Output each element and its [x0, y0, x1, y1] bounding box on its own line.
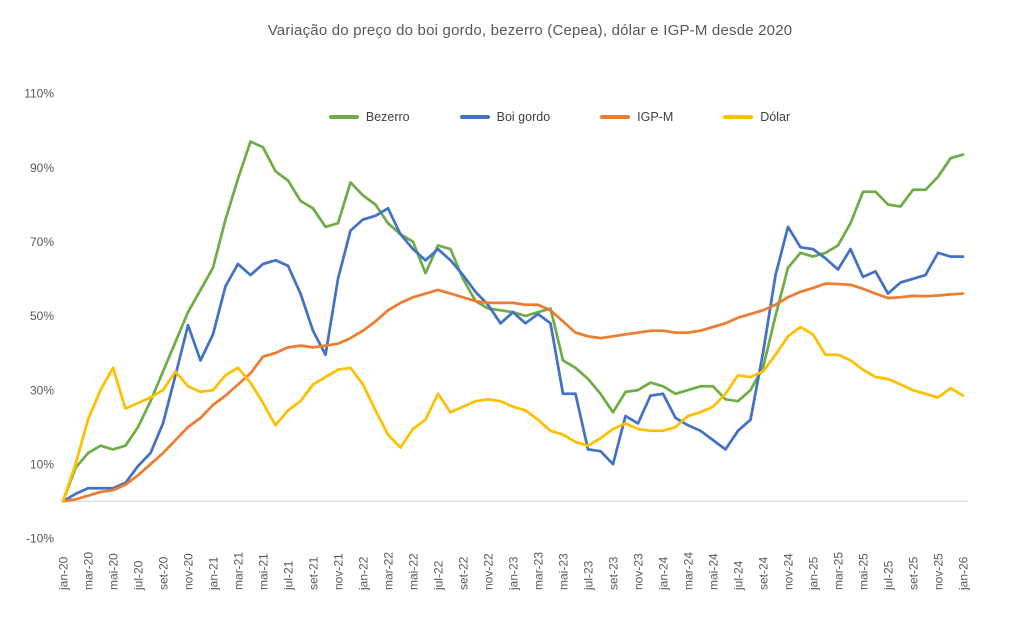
y-axis-label: 30%: [30, 383, 54, 397]
x-axis-label: nov-22: [482, 553, 496, 590]
x-axis-label: mar-20: [82, 552, 96, 590]
x-axis-label: mai-20: [107, 553, 121, 590]
legend-swatch-dolar: [723, 115, 754, 119]
x-axis-label: jan-25: [807, 556, 821, 591]
x-axis-label: mai-21: [257, 553, 271, 590]
y-axis-label: 10%: [30, 457, 54, 471]
x-axis-label: mai-24: [707, 553, 721, 590]
series-line-dolar: [61, 325, 965, 503]
x-axis-label: jul-25: [882, 560, 896, 591]
x-axis-label: nov-20: [182, 553, 196, 590]
legend-label-igpm: IGP-M: [637, 110, 674, 124]
x-axis-label: mai-23: [557, 553, 571, 590]
chart-title: Variação do preço do boi gordo, bezerro …: [267, 22, 793, 39]
x-axis-label: jul-20: [132, 560, 146, 591]
x-axis-label: set-20: [157, 556, 171, 590]
legend-item-bezerro: Bezerro: [328, 110, 410, 124]
legend-swatch-igpm: [600, 115, 631, 119]
x-axis-label: jul-23: [582, 560, 596, 591]
x-axis-label: nov-24: [782, 553, 796, 590]
legend-label-boi-gordo: Boi gordo: [496, 110, 551, 124]
x-axis-label: jan-26: [957, 556, 971, 591]
legend-item-igpm: IGP-M: [600, 110, 673, 124]
y-axis-label: 70%: [30, 235, 54, 249]
x-axis-label: set-25: [907, 556, 921, 590]
legend-label-dolar: Dólar: [760, 110, 791, 124]
chart-legend: Bezerro Boi gordo IGP-M Dólar: [54, 110, 1011, 124]
legend-swatch-boi-gordo: [459, 115, 490, 119]
x-axis-label: nov-23: [632, 553, 646, 590]
legend-label-bezerro: Bezerro: [365, 110, 410, 124]
series-line-boi-gordo: [61, 206, 965, 503]
x-axis-label: mar-25: [832, 552, 846, 590]
legend-swatch-bezerro: [328, 115, 359, 119]
x-axis-label: jan-24: [657, 556, 671, 591]
legend-item-boi-gordo: Boi gordo: [459, 110, 551, 124]
x-axis-label: jan-20: [57, 556, 71, 591]
y-axis-label: 90%: [30, 161, 54, 175]
x-axis-label: jan-22: [357, 556, 371, 591]
y-axis-label: -10%: [26, 532, 54, 546]
x-axis-label: jul-22: [432, 560, 446, 591]
y-axis-label: 50%: [30, 309, 54, 323]
x-axis-label: set-21: [307, 556, 321, 590]
y-axis-label: 110%: [24, 87, 54, 101]
x-axis-label: mar-24: [682, 552, 696, 590]
x-axis-label: nov-25: [932, 553, 946, 590]
x-axis-label: jul-24: [732, 560, 746, 591]
x-axis-label: mar-22: [382, 552, 396, 590]
x-axis-label: jul-21: [282, 560, 296, 591]
series-line-igpm: [61, 282, 965, 503]
x-axis-label: jan-21: [207, 556, 221, 591]
legend-item-dolar: Dólar: [723, 110, 790, 124]
x-axis-label: set-24: [757, 556, 771, 590]
x-axis-label: jan-23: [507, 556, 521, 591]
x-axis-label: nov-21: [332, 553, 346, 590]
x-axis-label: set-23: [607, 556, 621, 590]
series-line-bezerro: [61, 140, 965, 503]
x-axis-label: mai-22: [407, 553, 421, 590]
x-axis-label: mai-25: [857, 553, 871, 590]
x-axis-label: mar-23: [532, 552, 546, 590]
x-axis-label: set-22: [457, 556, 471, 590]
x-axis-label: mar-21: [232, 552, 246, 590]
